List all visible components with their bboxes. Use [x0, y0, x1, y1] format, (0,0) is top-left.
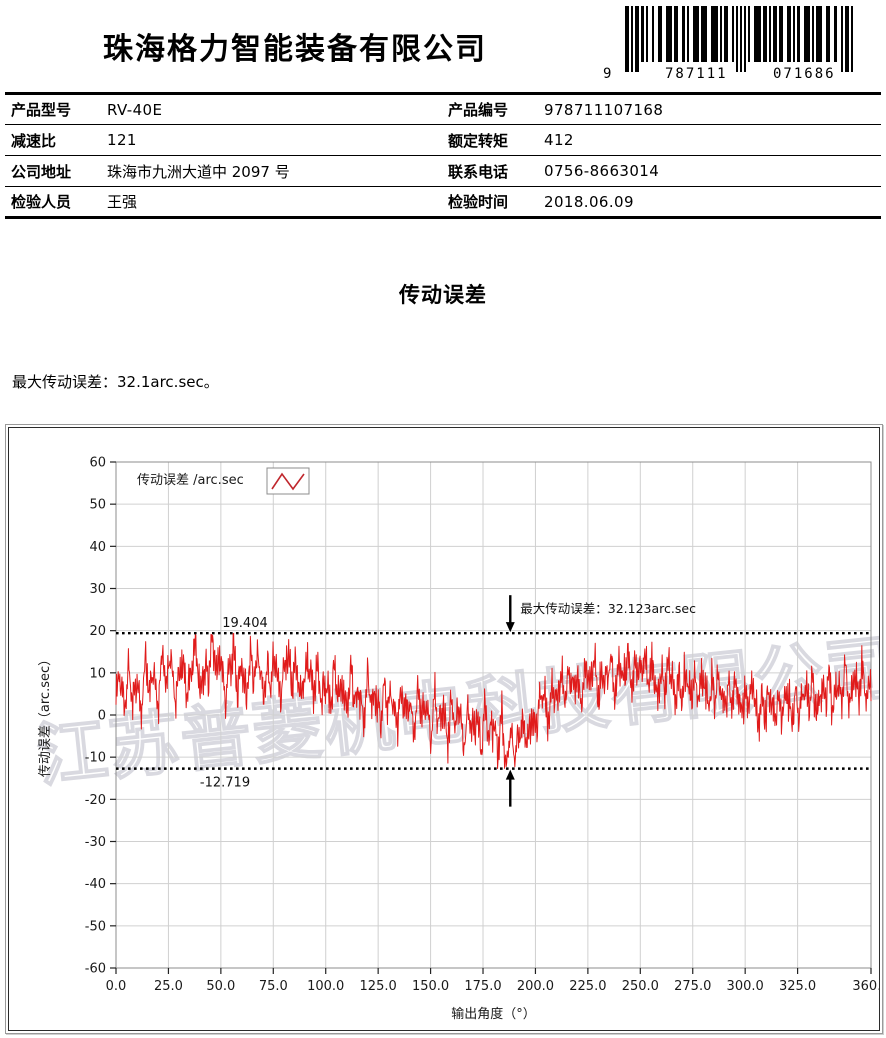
product-info-table: 产品型号 RV-40E 产品编号 978711107168 减速比 121 额定… [5, 92, 881, 219]
chart-svg: 江苏普菱机电科技有限公司6050403020100-10-20-30-40-50… [33, 456, 879, 1023]
x-tick-label: 300.0 [727, 979, 764, 994]
chart-gridlines [115, 461, 872, 969]
page-header: 珠海格力智能装备有限公司 9 787111 071686 [0, 0, 886, 92]
table-row: 检验人员 王强 检验时间 2018.06.09 [5, 187, 881, 218]
y-tick-label: 40 [89, 540, 106, 555]
y-tick-label: -50 [85, 919, 106, 934]
y-tick-label: 30 [89, 582, 106, 597]
x-tick-label: 225.0 [569, 979, 606, 994]
label-inspection-date: 检验时间 [448, 193, 509, 211]
label-product-number: 产品编号 [448, 101, 509, 119]
x-tick-label: 200.0 [517, 979, 554, 994]
value-company-address: 珠海市九洲大道中 2097 号 [107, 162, 290, 181]
x-tick-label: 50.0 [206, 979, 235, 994]
value-reduction-ratio: 121 [107, 131, 137, 149]
barcode-group-1: 787111 [665, 66, 728, 82]
table-row: 产品型号 RV-40E 产品编号 978711107168 [5, 93, 881, 125]
value-inspector: 王强 [107, 193, 138, 211]
x-tick-label: 175.0 [464, 979, 501, 994]
y-tick-label: 0 [98, 709, 106, 724]
value-product-number: 978711107168 [544, 100, 664, 119]
table-row: 减速比 121 额定转矩 412 [5, 125, 881, 156]
value-product-model: RV-40E [107, 100, 163, 119]
label-rated-torque: 额定转矩 [448, 131, 509, 150]
x-axis-title: 输出角度（°） [451, 1006, 536, 1022]
label-company-address: 公司地址 [11, 162, 72, 181]
up-arrow-icon [505, 769, 515, 807]
label-contact-phone: 联系电话 [448, 162, 509, 181]
y-tick-label: -10 [85, 751, 106, 766]
barcode-digits: 9 787111 071686 [603, 64, 881, 84]
barcode: 9 787111 071686 [603, 6, 881, 88]
x-tick-label: 325.0 [779, 979, 816, 994]
y-tick-label: -20 [85, 793, 106, 808]
value-rated-torque: 412 [544, 131, 574, 149]
y-tick-label: 60 [89, 456, 106, 471]
value-inspection-date: 2018.06.09 [544, 192, 634, 211]
down-arrow-icon [505, 595, 515, 633]
chart-inner: 江苏普菱机电科技有限公司 60 50 40 30 20 10 0 -10 -20 -30 -40 -50… [8, 427, 880, 1031]
barcode-group-2: 071686 [773, 66, 836, 82]
x-tick-label: 275.0 [674, 979, 711, 994]
x-tick-label: 125.0 [360, 979, 397, 994]
y-tick-label: 20 [89, 624, 106, 639]
transmission-error-series [115, 632, 872, 769]
company-title: 珠海格力智能装备有限公司 [103, 32, 487, 67]
y-tick-label: 50 [89, 498, 106, 513]
label-inspector: 检验人员 [11, 193, 72, 211]
barcode-icon [625, 6, 875, 72]
chart-frame: 江苏普菱机电科技有限公司 60 50 40 30 20 10 0 -10 -20 -30 -40 -50… [5, 424, 883, 1034]
value-contact-phone: 0756-8663014 [544, 162, 660, 180]
section-title: 传动误差 [399, 283, 487, 307]
y-axis-title: 传动误差（arc.sec） [38, 653, 53, 777]
label-reduction-ratio: 减速比 [11, 131, 57, 150]
y-tick-label: -30 [85, 835, 106, 850]
upper-peak-line-label: 19.404 [222, 616, 268, 631]
max-error-annotation: 最大传动误差：32.123arc.sec [520, 601, 696, 616]
chart-legend: 传动误差 /arc.sec [137, 467, 310, 495]
x-tick-label: 100.0 [307, 979, 344, 994]
x-tick-label: 360.0 [852, 979, 879, 994]
x-tick-label: 75.0 [259, 979, 288, 994]
max-error-summary: 最大传动误差：32.1arc.sec。 [12, 373, 219, 391]
transmission-error-chart: 江苏普菱机电科技有限公司 60 50 40 30 20 10 0 -10 -20 -30 -40 -50… [9, 428, 879, 1030]
x-tick-label: 25.0 [154, 979, 183, 994]
x-tick-label: 0.0 [106, 979, 127, 994]
y-tick-label: -60 [85, 962, 106, 977]
y-tick-label: -40 [85, 877, 106, 892]
table-row: 公司地址 珠海市九洲大道中 2097 号 联系电话 0756-8663014 [5, 156, 881, 187]
label-product-model: 产品型号 [11, 101, 72, 119]
lower-peak-line-label: -12.719 [200, 776, 250, 791]
y-axis: 60 50 40 30 20 10 0 -10 -20 -30 -40 -50 -60 [85, 456, 116, 977]
x-tick-label: 250.0 [622, 979, 659, 994]
legend-swatch-line [271, 472, 305, 491]
barcode-lead-digit: 9 [603, 66, 614, 82]
legend-label: 传动误差 /arc.sec [137, 473, 244, 488]
x-axis: 0.0 25.0 50.0 75.0 100.0 125.0 150.0 175.0 200.0… [106, 968, 879, 994]
x-tick-label: 150.0 [412, 979, 449, 994]
y-tick-label: 10 [89, 666, 106, 681]
